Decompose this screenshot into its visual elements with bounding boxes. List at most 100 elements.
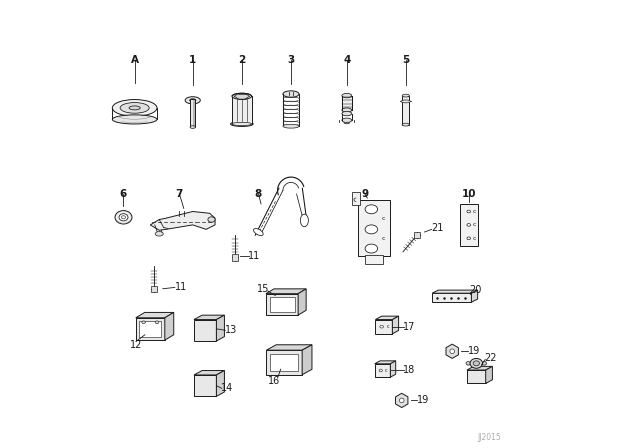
Ellipse shape xyxy=(401,100,410,103)
Text: 12: 12 xyxy=(130,340,142,349)
Ellipse shape xyxy=(253,228,263,236)
Ellipse shape xyxy=(142,321,145,323)
Ellipse shape xyxy=(342,108,352,112)
Bar xyxy=(271,354,298,370)
Ellipse shape xyxy=(365,244,378,253)
Bar xyxy=(352,192,360,205)
Text: 11: 11 xyxy=(248,251,260,261)
Bar xyxy=(232,254,238,261)
Text: 9: 9 xyxy=(361,189,368,198)
Text: 4: 4 xyxy=(343,55,351,65)
Polygon shape xyxy=(216,370,225,396)
Text: 22: 22 xyxy=(484,353,497,363)
Ellipse shape xyxy=(230,121,253,126)
Ellipse shape xyxy=(379,369,382,372)
Text: c: c xyxy=(472,236,476,241)
Text: 15: 15 xyxy=(257,284,269,294)
Polygon shape xyxy=(432,290,477,293)
Text: 16: 16 xyxy=(268,376,280,386)
Bar xyxy=(266,294,298,315)
Text: 5: 5 xyxy=(402,55,410,65)
Ellipse shape xyxy=(342,112,352,116)
Text: 18: 18 xyxy=(403,366,415,375)
Text: 10: 10 xyxy=(461,189,476,198)
Ellipse shape xyxy=(399,398,404,403)
Text: c: c xyxy=(385,368,388,373)
Ellipse shape xyxy=(208,217,215,222)
Text: 19: 19 xyxy=(417,396,429,405)
Bar xyxy=(266,350,302,375)
Text: 7: 7 xyxy=(175,189,183,198)
Text: 20: 20 xyxy=(469,285,482,295)
Ellipse shape xyxy=(467,224,470,226)
Ellipse shape xyxy=(380,325,383,328)
Polygon shape xyxy=(467,366,492,370)
Polygon shape xyxy=(298,289,306,315)
Ellipse shape xyxy=(115,211,132,224)
Text: 8: 8 xyxy=(255,189,262,198)
Polygon shape xyxy=(266,289,306,294)
Bar xyxy=(136,318,165,340)
Ellipse shape xyxy=(342,94,352,98)
Text: JJ2015: JJ2015 xyxy=(478,433,502,442)
Ellipse shape xyxy=(189,99,196,102)
Ellipse shape xyxy=(470,358,483,368)
Polygon shape xyxy=(266,345,312,350)
Text: 13: 13 xyxy=(225,325,237,335)
Ellipse shape xyxy=(232,93,252,99)
Ellipse shape xyxy=(113,99,157,116)
Ellipse shape xyxy=(402,123,410,126)
Bar xyxy=(342,95,352,110)
Ellipse shape xyxy=(300,214,308,227)
Polygon shape xyxy=(396,393,408,408)
Polygon shape xyxy=(216,315,225,341)
Text: 17: 17 xyxy=(403,322,415,332)
Ellipse shape xyxy=(113,115,157,124)
Bar xyxy=(467,370,486,383)
Text: c: c xyxy=(472,222,476,228)
Ellipse shape xyxy=(156,232,163,236)
Bar xyxy=(190,99,195,127)
Polygon shape xyxy=(376,316,399,319)
Ellipse shape xyxy=(190,126,195,129)
Text: 14: 14 xyxy=(221,383,233,393)
Bar xyxy=(151,286,157,292)
Polygon shape xyxy=(374,361,396,364)
Polygon shape xyxy=(194,370,225,375)
Ellipse shape xyxy=(365,205,378,214)
Text: c: c xyxy=(387,324,390,329)
Ellipse shape xyxy=(232,122,252,125)
Ellipse shape xyxy=(120,103,149,113)
Bar xyxy=(414,232,420,238)
Ellipse shape xyxy=(473,361,479,366)
Polygon shape xyxy=(136,312,173,318)
Bar xyxy=(194,375,216,396)
Ellipse shape xyxy=(450,349,454,353)
Polygon shape xyxy=(392,316,399,334)
Polygon shape xyxy=(446,344,458,358)
Bar xyxy=(460,204,477,246)
Text: 11: 11 xyxy=(175,282,187,293)
Ellipse shape xyxy=(156,321,159,323)
Polygon shape xyxy=(194,315,225,319)
Ellipse shape xyxy=(129,106,140,110)
Polygon shape xyxy=(472,290,477,302)
Text: c: c xyxy=(381,236,385,241)
Ellipse shape xyxy=(342,118,352,122)
Bar xyxy=(376,319,392,334)
Bar xyxy=(374,364,390,377)
Bar xyxy=(232,96,252,124)
Text: 6: 6 xyxy=(120,189,127,198)
Polygon shape xyxy=(486,366,492,383)
Text: 2: 2 xyxy=(238,55,246,65)
Bar xyxy=(269,297,294,311)
Ellipse shape xyxy=(283,91,299,97)
Text: c: c xyxy=(381,215,385,221)
Ellipse shape xyxy=(365,225,378,234)
Polygon shape xyxy=(165,312,173,340)
Bar xyxy=(402,95,410,125)
Ellipse shape xyxy=(467,210,470,213)
Ellipse shape xyxy=(466,362,470,365)
Bar xyxy=(194,319,216,341)
Polygon shape xyxy=(390,361,396,377)
